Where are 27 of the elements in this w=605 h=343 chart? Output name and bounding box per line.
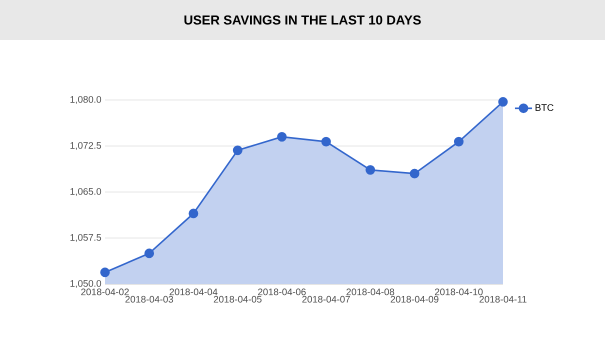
x-tick-label: 2018-04-02 — [81, 288, 129, 296]
point — [321, 136, 331, 147]
point — [366, 165, 376, 175]
point — [410, 168, 420, 178]
x-tick-label: 2018-04-05 — [214, 296, 262, 303]
y-tick-label: 1,065.0 — [70, 188, 102, 196]
y-tick-label: 1,072.5 — [70, 142, 102, 150]
y-tick-label: 1,080.0 — [70, 96, 102, 104]
x-tick-label: 2018-04-09 — [390, 296, 438, 303]
y-tick-label: 1,050.0 — [70, 280, 102, 288]
chart-title: USER SAVINGS IN THE LAST 10 DAYS — [184, 15, 421, 25]
point — [144, 248, 154, 258]
x-tick-label: 2018-04-04 — [170, 288, 218, 296]
x-tick-label: 2018-04-10 — [434, 288, 483, 296]
point — [498, 97, 508, 107]
point — [100, 268, 110, 278]
x-tick-label: 2018-04-03 — [125, 296, 174, 303]
point — [188, 208, 198, 218]
point — [277, 132, 287, 142]
x-tick-label: 2018-04-11 — [480, 296, 526, 303]
point — [232, 145, 242, 156]
x-tick-label: 2018-04-08 — [346, 288, 394, 296]
x-tick-label: 2018-04-06 — [258, 288, 306, 296]
x-tick-label: 2018-04-07 — [302, 296, 350, 303]
y-tick-label: 1,057.5 — [70, 234, 102, 242]
legend-label: BTC — [536, 104, 554, 111]
point — [454, 136, 464, 147]
